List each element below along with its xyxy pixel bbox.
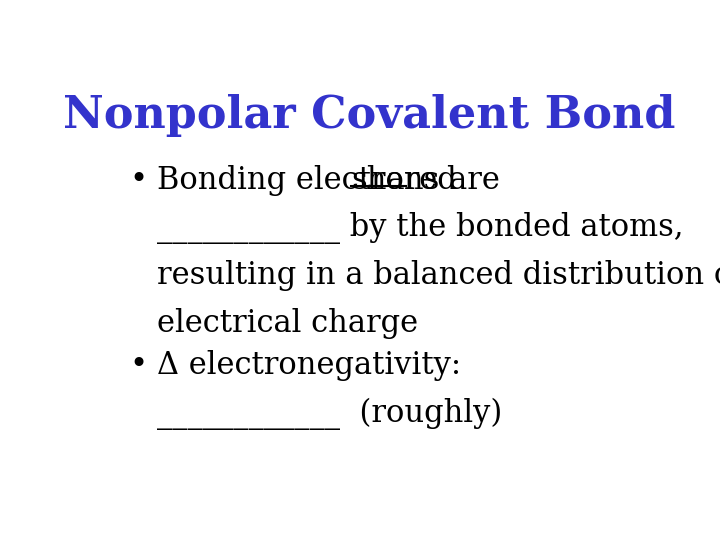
Text: ____________  (roughly): ____________ (roughly)	[157, 397, 503, 430]
Text: shared: shared	[351, 165, 457, 195]
Text: resulting in a balanced distribution of: resulting in a balanced distribution of	[157, 260, 720, 291]
Text: Nonpolar Covalent Bond: Nonpolar Covalent Bond	[63, 94, 675, 137]
Text: •: •	[129, 165, 147, 195]
Text: electrical charge: electrical charge	[157, 308, 418, 339]
Text: Δ electronegativity:: Δ electronegativity:	[157, 349, 461, 381]
Text: ____________ by the bonded atoms,: ____________ by the bonded atoms,	[157, 212, 683, 245]
Text: •: •	[129, 349, 147, 381]
Text: Bonding electrons are: Bonding electrons are	[157, 165, 510, 195]
